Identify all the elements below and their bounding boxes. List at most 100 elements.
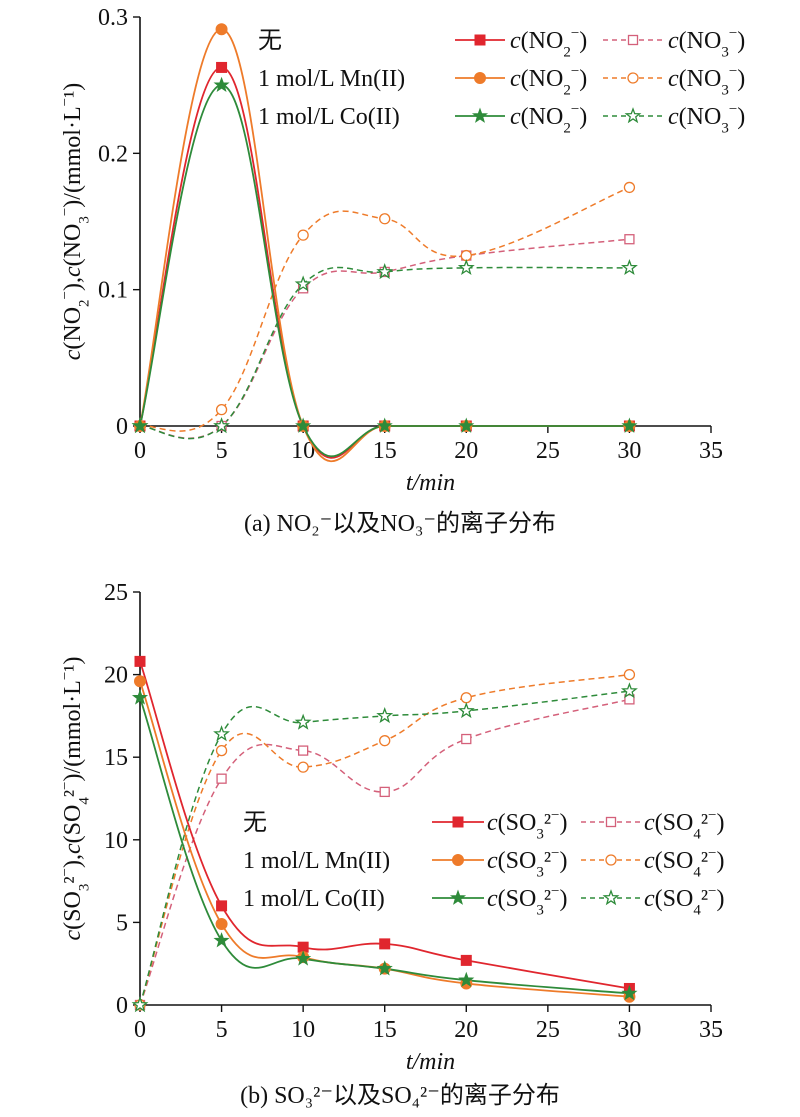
chart-a-series-5-point (294, 275, 312, 292)
chart-a-x-tick-label: 20 (454, 438, 478, 464)
chart-a-y-tick-label: 0.2 (98, 141, 128, 167)
chart-b-series-1-point (461, 733, 472, 745)
chart-b-legend-swatch-marker (452, 854, 464, 866)
chart-a-caption: (a) NO₂⁻以及NO₃⁻的离子分布 (243, 511, 557, 537)
chart-b-series-5-point (376, 707, 394, 724)
chart-b-caption: (b) SO₃²⁻以及SO₄²⁻的离子分布 (240, 1083, 560, 1109)
chart-b-y-tick-label: 0 (116, 993, 128, 1019)
chart-a-series-5-point (213, 417, 231, 434)
chart-a-series-4-point (295, 417, 312, 433)
chart-b-series-0-point (379, 938, 391, 950)
chart-b-x-tick-label: 15 (373, 1017, 397, 1043)
chart-a-legend-swatch-marker (474, 34, 486, 46)
chart-a-x-tick-label: 5 (216, 438, 228, 464)
chart-b-legend: 无 c(SO3²−) c(SO4²−)1 mol/L Mn(II) c(SO3²−) c… (243, 808, 725, 919)
chart-b-series-2-point (134, 675, 146, 688)
chart-b-series-5-point (457, 702, 475, 719)
chart-a-legend-swatch-marker (474, 72, 486, 84)
chart-a-series-line-2 (139, 28, 630, 463)
chart-b-x-tick-label: 10 (291, 1017, 315, 1043)
chart-a-x-tick-label: 15 (373, 438, 397, 464)
chart-b-series-5-point (294, 713, 312, 730)
chart-b-series-2-point (215, 918, 228, 931)
chart-a-y-axis-label: c(NO2−),c(NO3−)/(mmol·L−¹) (58, 83, 93, 361)
chart-a-legend-entry: c(NO2−) (510, 26, 587, 61)
chart-a-legend: 无 c(NO2−) c(NO3−)1 mol/L Mn(II) c(NO2−) c(NO… (258, 26, 745, 137)
chart-panel-b: 0 5 10 15 20 25 30 35 0 5 10 15 20 25 t/min c(SO3²−),c(… (0, 570, 800, 1117)
chart-a-series-3-point (379, 213, 391, 225)
chart-b-x-tick-label: 30 (617, 1017, 641, 1043)
chart-a-y-tick-label: 0.3 (98, 5, 128, 31)
chart-b-legend-entry: c(SO4²−) (644, 884, 725, 919)
chart-a-legend-group-label: 无 (258, 28, 282, 54)
chart-a-legend-swatch-marker (471, 107, 489, 123)
chart-a-legend-entry: c(NO3−) (668, 64, 745, 99)
chart-a-series-3-point (297, 229, 309, 241)
chart-b-series-3-point (460, 692, 472, 704)
chart-a-x-axis-label: t/min (406, 470, 455, 496)
chart-a-series-4-point (213, 76, 230, 93)
chart-a-svg: 0 5 10 15 20 25 30 3500.10.20.3t/minc(NO2−),c(N… (58, 5, 746, 496)
chart-a-x-tick-label: 0 (134, 438, 146, 464)
chart-a-x-tick-label: 30 (617, 438, 641, 464)
chart-b-axes: 0 5 10 15 20 25 30 35 0 5 10 15 20 25 (104, 580, 723, 1043)
chart-b-series-4-point (376, 960, 393, 976)
chart-b-series-0-point (460, 954, 472, 966)
chart-b-legend-entry: c(SO3²−) (487, 808, 568, 843)
chart-b-legend-entry: c(SO4²−) (644, 846, 725, 881)
chart-a-series-2-point (215, 23, 228, 36)
chart-a-x-tick-label: 35 (699, 438, 723, 464)
chart-b-x-tick-label: 25 (536, 1017, 560, 1043)
chart-b-x-tick-label: 5 (216, 1017, 228, 1043)
chart-b-series-1-point (624, 694, 635, 705)
chart-b-y-axis-label: c(SO3²−),c(SO4²−)/(mmol·L−¹) (58, 657, 93, 941)
chart-a-legend-entry: c(NO2−) (510, 102, 587, 137)
chart-b-x-tick-label: 0 (134, 1017, 146, 1043)
chart-b-series-1-point (216, 773, 227, 784)
chart-a-legend-swatch-marker (624, 107, 642, 124)
chart-a-series-5-point (457, 258, 475, 276)
chart-b-series-4-point (458, 971, 475, 988)
chart-b-series-5-point (620, 682, 638, 699)
chart-a-legend-group-label: 1 mol/L Mn(II) (258, 66, 405, 92)
chart-b-series-line-5 (139, 690, 630, 1006)
chart-b-series-3-point (215, 744, 228, 757)
chart-a-legend-entry: c(NO2−) (510, 64, 587, 99)
chart-b-series-line-4 (139, 697, 630, 995)
chart-b-series-4-point (295, 950, 312, 966)
chart-b-y-tick-label: 20 (104, 663, 128, 689)
chart-a-plot-area (131, 23, 638, 463)
chart-b-series-line-1 (139, 698, 630, 1006)
chart-b-x-tick-label: 35 (699, 1017, 723, 1043)
chart-a-legend-swatch-marker (627, 72, 639, 84)
chart-a-series-line-3 (139, 186, 630, 432)
chart-a-y-tick-label: 0.1 (98, 278, 128, 304)
chart-a-series-3-point (623, 181, 636, 194)
chart-b-series-0-point (134, 655, 146, 667)
chart-a-series-4-point (458, 417, 475, 433)
chart-b-legend-group-label: 无 (243, 810, 267, 836)
chart-a-series-line-5 (139, 266, 630, 440)
chart-b-legend-group-label: 1 mol/L Co(II) (243, 886, 385, 912)
chart-b-legend-entry: c(SO3²−) (487, 884, 568, 919)
chart-b-series-3-point (379, 735, 391, 747)
chart-a-legend-entry: c(NO3−) (668, 102, 745, 137)
chart-b-plot-area (131, 655, 638, 1013)
chart-b-legend-swatch-marker (605, 816, 617, 828)
chart-b-legend-swatch-marker (605, 854, 617, 866)
chart-a-series-5-point (376, 263, 394, 280)
chart-a-x-tick-label: 25 (536, 438, 560, 464)
chart-b-series-4-point (131, 689, 149, 705)
chart-b-series-0-point (216, 900, 228, 912)
chart-b-series-1-point (297, 745, 309, 756)
chart-b-legend-entry: c(SO3²−) (487, 846, 568, 881)
chart-a-series-line-1 (139, 238, 630, 439)
chart-b-y-tick-label: 5 (116, 910, 128, 936)
chart-a-series-4-point (376, 417, 393, 433)
chart-a-legend-group-label: 1 mol/L Co(II) (258, 104, 400, 130)
chart-b-series-4-point (213, 932, 230, 948)
chart-b-series-5-point (213, 725, 231, 742)
chart-a-series-0-point (216, 61, 228, 73)
chart-panel-a: 0 5 10 15 20 25 30 35 0 0.1 0.2 0.3 t/min c(NO2−),c(N… (0, 0, 800, 545)
